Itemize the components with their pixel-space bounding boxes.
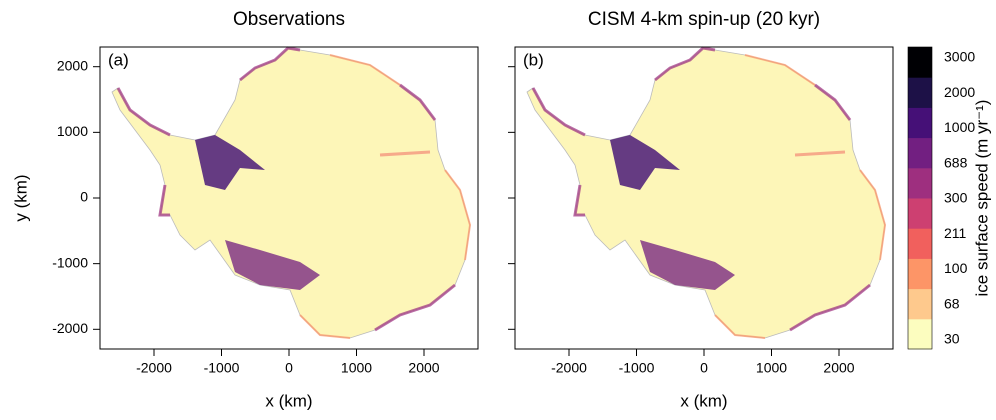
x-axis-label: x (km)	[265, 391, 312, 410]
y-axis-label: y (km)	[11, 174, 30, 221]
colorbar-frame	[907, 46, 933, 350]
x-tick-label: -1000	[619, 360, 655, 376]
colorbar-tick-label: 30	[944, 331, 960, 347]
x-tick-label: 1000	[756, 360, 787, 376]
x-tick-label: -1000	[204, 360, 240, 376]
colorbar-label: ice surface speed (m yr⁻¹)	[972, 100, 991, 297]
colorbar-band	[908, 107, 932, 139]
colorbar-tick-label: 300	[944, 190, 968, 206]
y-tick-label: 0	[80, 189, 88, 205]
colorbar-band	[908, 47, 932, 78]
colorbar-band	[908, 258, 932, 290]
colorbar-band	[908, 77, 932, 108]
y-tick-label: 1000	[57, 123, 88, 139]
y-tick-label: 2000	[57, 57, 88, 73]
x-tick-label: 0	[700, 360, 708, 376]
colorbar-band	[908, 167, 932, 199]
x-axis-label: x (km)	[680, 391, 727, 410]
colorbar-tick-label: 2000	[944, 84, 975, 100]
colorbar-tick-label: 1000	[944, 119, 975, 135]
x-tick-label: 0	[285, 360, 293, 376]
y-tick-label: -1000	[52, 254, 88, 270]
x-tick-label: 2000	[823, 360, 854, 376]
panel-title: Observations	[233, 9, 345, 30]
x-tick-label: -2000	[551, 360, 587, 376]
colorbar-band	[908, 228, 932, 259]
colorbar-tick-label: 211	[944, 225, 967, 241]
colorbar-tick-label: 68	[944, 295, 960, 311]
colorbar-tick-label: 3000	[944, 49, 975, 65]
colorbar-band	[908, 318, 932, 350]
colorbar-tick-label: 100	[944, 260, 968, 276]
x-tick-label: -2000	[136, 360, 172, 376]
panel-title: CISM 4-km spin-up (20 kyr)	[588, 9, 820, 30]
x-tick-label: 1000	[341, 360, 372, 376]
x-tick-label: 2000	[408, 360, 439, 376]
colorbar-tick-label: 688	[944, 154, 968, 170]
colorbar-band	[908, 137, 932, 169]
colorbar-band	[908, 288, 932, 320]
colorbar-band	[908, 198, 932, 229]
panel-label: (a)	[108, 50, 129, 69]
y-tick-label: -2000	[52, 320, 88, 336]
panel-label: (b)	[523, 50, 544, 69]
ice-sheet-map	[525, 46, 887, 340]
ice-sheet-map	[110, 46, 472, 340]
